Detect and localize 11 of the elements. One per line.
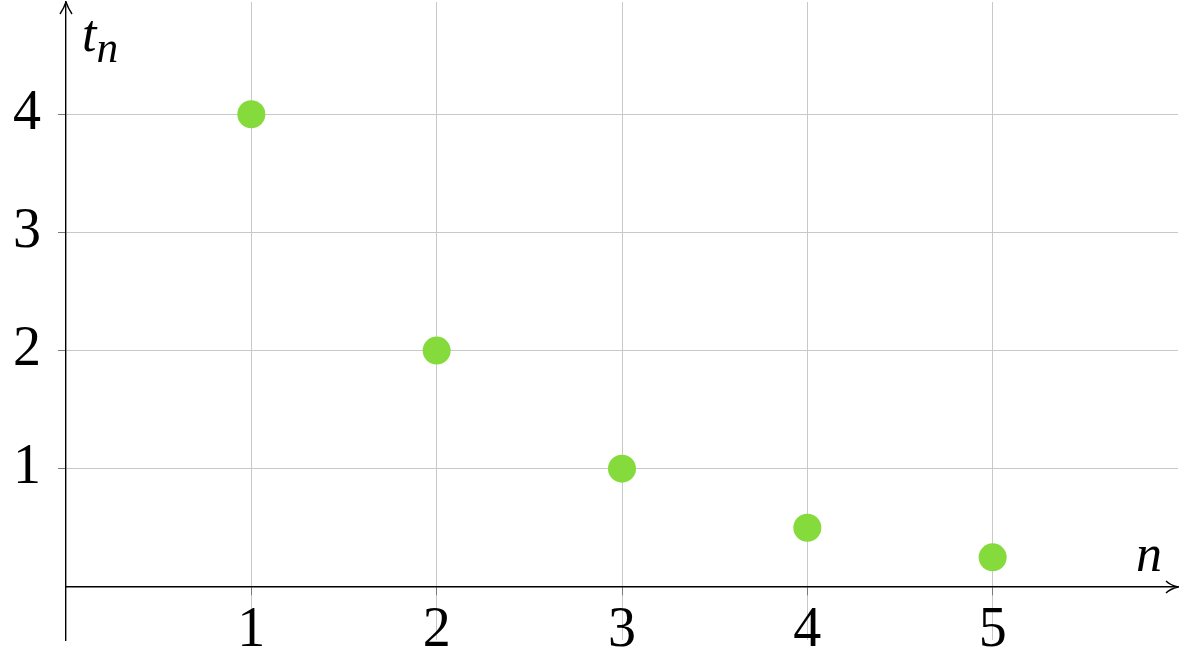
y-axis-title: t$_{n}$: [82, 5, 119, 72]
x-tick-label: 4: [793, 596, 822, 659]
y-tick-label: 4: [13, 78, 41, 141]
x-tick-label: 2: [422, 596, 451, 659]
y-tick-label: 1: [13, 433, 41, 496]
x-axis-title: n: [1136, 524, 1162, 582]
x-tick-label: 5: [978, 596, 1007, 659]
y-tick-label: 3: [13, 197, 41, 260]
y-tick-label: 2: [13, 315, 41, 378]
x-tick-label: 3: [608, 596, 636, 659]
x-tick-label: 1: [237, 596, 266, 659]
